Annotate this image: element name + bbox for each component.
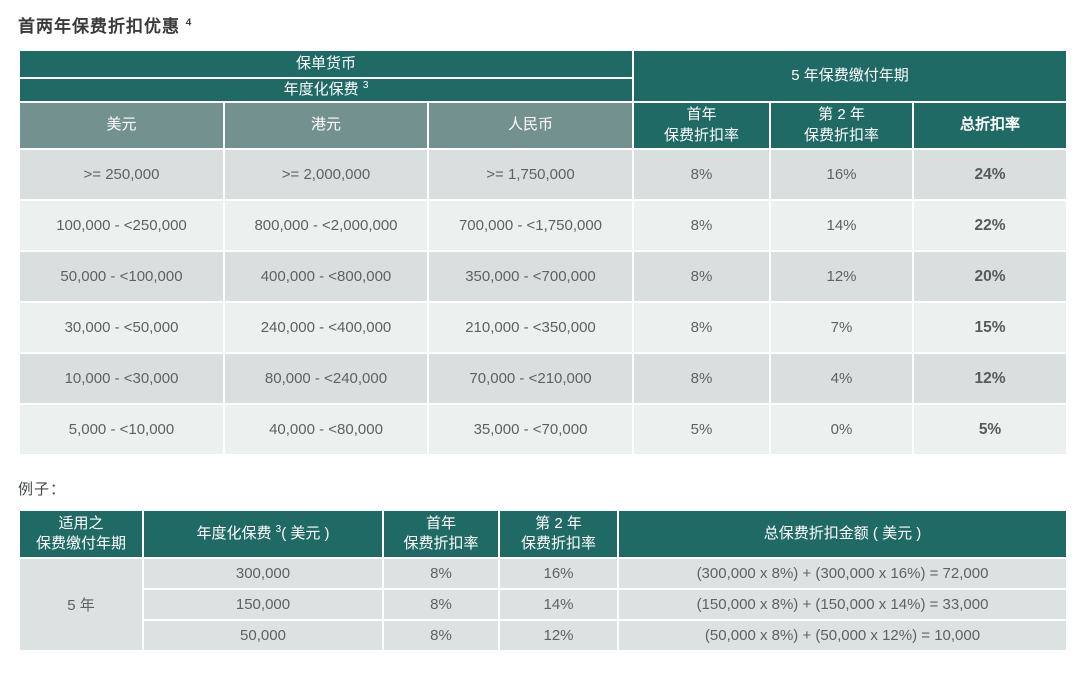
applicable-term-line2: 保费缴付年期: [35, 535, 126, 552]
hkd-range-cell: 400,000 - <800,000: [225, 252, 427, 301]
usd-range-cell: >= 250,000: [20, 150, 223, 199]
rmb-range-cell: 700,000 - <1,750,000: [429, 201, 632, 250]
header-payment-term: 5 年保费缴付年期: [634, 51, 1067, 101]
total-rate-cell: 12%: [914, 354, 1067, 403]
header-annualized-premium: 年度化保费 3: [20, 79, 632, 101]
second-year-line2: 保费折扣率: [520, 535, 596, 552]
second-year-line1: 第 2 年: [535, 514, 582, 532]
second-year-line1: 第 2 年: [818, 106, 865, 124]
rmb-range-cell: 70,000 - <210,000: [429, 354, 632, 403]
discount-formula-cell: (300,000 x 8%) + (300,000 x 16%) = 72,00…: [619, 559, 1066, 588]
example-row: 5 年 300,000 8% 16% (300,000 x 8%) + (300…: [20, 559, 1066, 650]
total-rate-cell: 5%: [914, 405, 1067, 454]
column-header-annualized-premium-usd: 年度化保费 3( 美元 ): [144, 511, 382, 557]
column-header-second-year-rate: 第 2 年保费折扣率: [771, 103, 912, 148]
column-header-first-year-rate: 首年 保费折扣率: [384, 511, 498, 557]
second-year-rate-cell: 4%: [771, 354, 912, 403]
hkd-range-cell: 80,000 - <240,000: [225, 354, 427, 403]
first-year-line2: 保费折扣率: [403, 535, 479, 552]
second-year-rate-cell: 12%: [500, 621, 617, 650]
second-year-rate-cell: 7%: [771, 303, 912, 352]
table-row: 50,000 - <100,000 400,000 - <800,000 350…: [20, 252, 1067, 301]
second-year-rate-cell: 14%: [771, 201, 912, 250]
table-row: >= 250,000 >= 2,000,000 >= 1,750,000 8% …: [20, 150, 1067, 199]
hkd-range-cell: 40,000 - <80,000: [225, 405, 427, 454]
premium-cell: 150,000: [144, 590, 382, 619]
hkd-range-cell: 240,000 - <400,000: [225, 303, 427, 352]
premium-usd-text: 年度化保费: [196, 524, 272, 542]
example-label: 例子：: [18, 481, 67, 498]
first-year-rate-cell: 8%: [384, 559, 498, 588]
hkd-range-cell: >= 2,000,000: [225, 150, 427, 199]
column-header-first-year-rate: 首年 保费折扣率: [634, 103, 769, 148]
table-row: 30,000 - <50,000 240,000 - <400,000 210,…: [20, 303, 1067, 352]
first-year-line1: 首年: [425, 514, 456, 532]
second-year-line2: 保费折扣率: [803, 126, 879, 144]
payment-term-cell: 5 年: [20, 559, 142, 650]
total-rate-cell: 24%: [914, 150, 1067, 199]
annualized-premium-footnote-marker: 3: [362, 79, 369, 91]
first-year-rate-cell: 8%: [634, 354, 769, 403]
column-header-second-year-rate: 第 2 年保费折扣率: [500, 511, 617, 557]
column-header-rmb: 人民币: [429, 103, 632, 148]
first-year-rate-cell: 8%: [384, 590, 498, 619]
premium-usd-footnote-marker: 3: [275, 523, 282, 535]
column-header-usd: 美元: [20, 103, 223, 148]
usd-range-cell: 50,000 - <100,000: [20, 252, 223, 301]
column-header-applicable-term: 适用之 保费缴付年期: [20, 511, 142, 557]
second-year-rate-cell: 16%: [771, 150, 912, 199]
second-year-rate-cell: 12%: [771, 252, 912, 301]
usd-range-cell: 10,000 - <30,000: [20, 354, 223, 403]
discount-formula-cell: (50,000 x 8%) + (50,000 x 12%) = 10,000: [619, 621, 1066, 650]
total-rate-cell: 20%: [914, 252, 1067, 301]
applicable-term-line1: 适用之: [58, 514, 104, 532]
first-year-rate-cell: 8%: [634, 252, 769, 301]
second-year-rate-cell: 16%: [500, 559, 617, 588]
page-title-text: 首两年保费折扣优惠: [18, 17, 180, 36]
premium-discount-table: 保单货币 5 年保费缴付年期 年度化保费 3 美元 港元 人民币 首年保费折扣率…: [18, 49, 1068, 456]
first-year-line1: 首年: [686, 106, 717, 124]
first-year-rate-cell: 8%: [634, 150, 769, 199]
total-rate-cell: 22%: [914, 201, 1067, 250]
first-year-rate-cell: 8%: [634, 303, 769, 352]
annualized-premium-text: 年度化保费: [283, 80, 359, 98]
premium-cell: 300,000: [144, 559, 382, 588]
second-year-rate-cell: 14%: [500, 590, 617, 619]
header-policy-currency: 保单货币: [20, 51, 632, 77]
premium-usd-suffix: ( 美元 ): [281, 524, 330, 542]
page-title: 首两年保费折扣优惠 4: [18, 12, 1068, 37]
usd-range-cell: 100,000 - <250,000: [20, 201, 223, 250]
example-row: 50,000 8% 12% (50,000 x 8%) + (50,000 x …: [20, 621, 1066, 650]
table-row: 100,000 - <250,000 800,000 - <2,000,000 …: [20, 201, 1067, 250]
column-header-hkd: 港元: [225, 103, 427, 148]
first-year-rate-cell: 8%: [634, 201, 769, 250]
premium-cell: 50,000: [144, 621, 382, 650]
column-header-total-rate: 总折扣率: [914, 103, 1067, 148]
rmb-range-cell: 350,000 - <700,000: [429, 252, 632, 301]
hkd-range-cell: 800,000 - <2,000,000: [225, 201, 427, 250]
table-row: 10,000 - <30,000 80,000 - <240,000 70,00…: [20, 354, 1067, 403]
first-year-rate-cell: 8%: [384, 621, 498, 650]
example-table: 适用之保费缴付年期 年度化保费 3( 美元 ) 首年保费折扣率 第 2 年保费折…: [18, 509, 1068, 652]
column-header-total-discount-amount: 总保费折扣金额 ( 美元 ): [619, 511, 1066, 557]
document-page: 首两年保费折扣优惠 4 保单货币 5 年保费缴付年期 年度化保费 3 美元 港元…: [18, 12, 1068, 652]
rmb-range-cell: 210,000 - <350,000: [429, 303, 632, 352]
first-year-rate-cell: 5%: [634, 405, 769, 454]
first-year-line2: 保费折扣率: [663, 126, 739, 144]
rmb-range-cell: 35,000 - <70,000: [429, 405, 632, 454]
usd-range-cell: 5,000 - <10,000: [20, 405, 223, 454]
discount-formula-cell: (150,000 x 8%) + (150,000 x 14%) = 33,00…: [619, 590, 1066, 619]
rmb-range-cell: >= 1,750,000: [429, 150, 632, 199]
example-row: 150,000 8% 14% (150,000 x 8%) + (150,000…: [20, 590, 1066, 619]
page-title-footnote-marker: 4: [185, 17, 193, 29]
table-row: 5,000 - <10,000 40,000 - <80,000 35,000 …: [20, 405, 1067, 454]
second-year-rate-cell: 0%: [771, 405, 912, 454]
usd-range-cell: 30,000 - <50,000: [20, 303, 223, 352]
total-rate-cell: 15%: [914, 303, 1067, 352]
